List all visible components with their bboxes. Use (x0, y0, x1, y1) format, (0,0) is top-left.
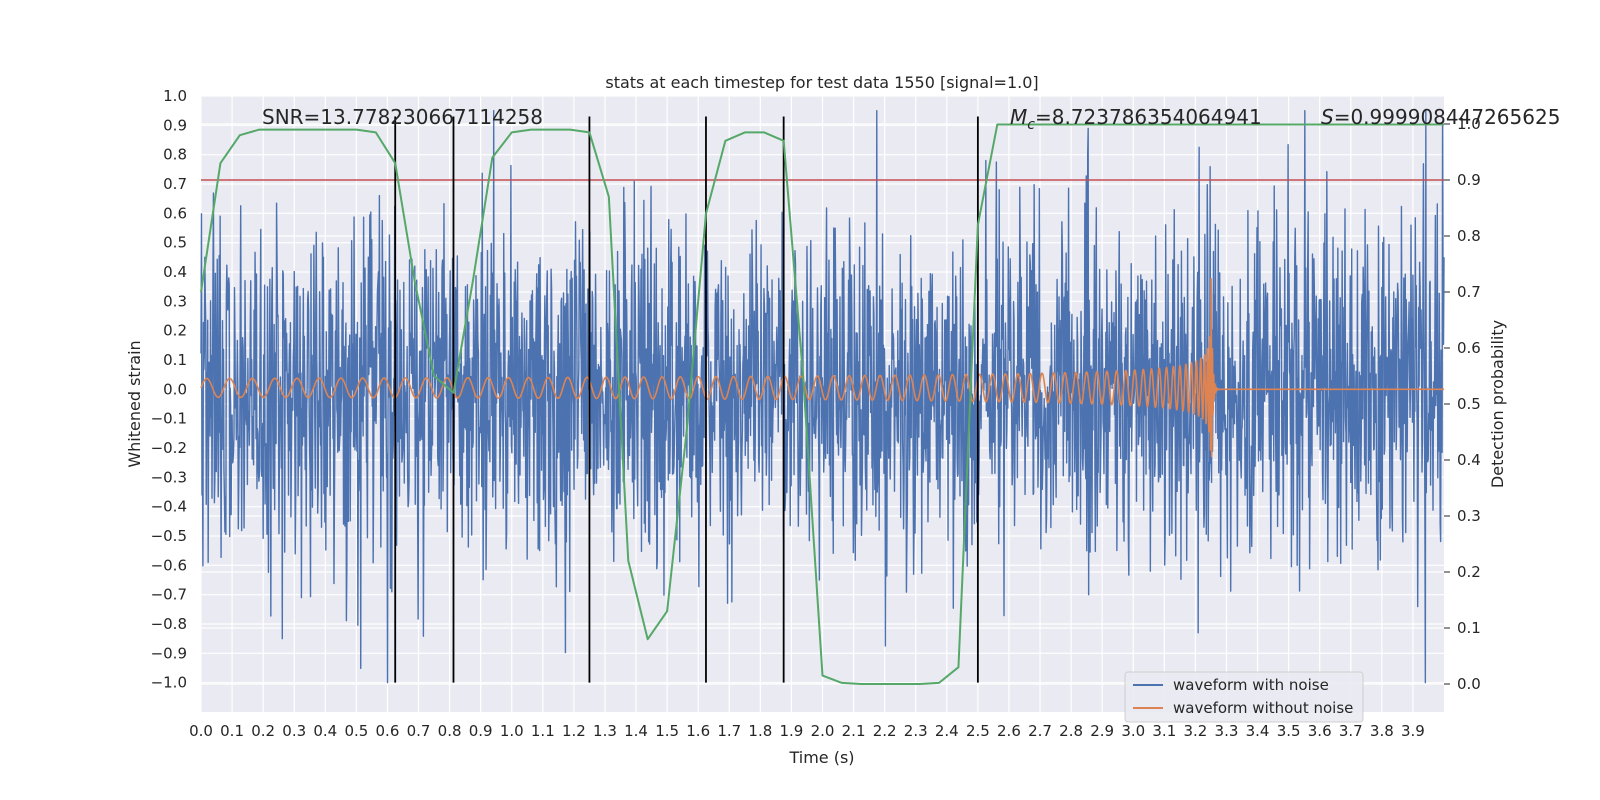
x-tick-label: 2.1 (842, 722, 866, 740)
x-tick-label: 3.6 (1308, 722, 1332, 740)
x-tick-label: 1.6 (686, 722, 710, 740)
y2-tick-label: 0.8 (1457, 227, 1481, 245)
y2-tick-label: 0.3 (1457, 507, 1481, 525)
x-tick-label: 3.0 (1121, 722, 1145, 740)
y-tick-label: 0.6 (163, 204, 187, 222)
x-tick-label: 2.9 (1090, 722, 1114, 740)
x-tick-label: 3.9 (1401, 722, 1425, 740)
snr-annotation: SNR=13.778230667114258 (262, 105, 543, 129)
probability-trace (200, 123, 1444, 685)
x-tick-label: 2.4 (935, 722, 959, 740)
x-tick-label: 0.0 (189, 722, 213, 740)
x-tick-label: 0.5 (344, 722, 368, 740)
y-tick-label: −0.7 (151, 586, 187, 604)
y-tick-label: 0.0 (163, 380, 187, 398)
x-tick-label: 3.5 (1277, 722, 1301, 740)
y2-tick-label: 0.7 (1457, 283, 1481, 301)
x-tick-label: 1.5 (655, 722, 679, 740)
legend: waveform with noise waveform without noi… (1124, 671, 1364, 723)
score-value: =0.999908447265625 (1334, 105, 1561, 129)
y2-tick-label: 0.5 (1457, 395, 1481, 413)
x-tick-label: 1.4 (624, 722, 648, 740)
x-tick-labels: 0.0 0.1 0.2 0.3 0.4 0.5 0.6 0.7 0.8 0.9 1.0 1.1 1.2 1… (189, 722, 1425, 740)
y2-tick-label: 0.4 (1457, 451, 1481, 469)
y2-tick-label: 0.0 (1457, 675, 1481, 693)
y2-axis-label: Detection probability (1488, 320, 1507, 488)
x-tick-label: 2.0 (811, 722, 835, 740)
x-tick-label: 1.1 (531, 722, 555, 740)
y-tick-label: 1.0 (163, 87, 187, 105)
x-tick-label: 0.8 (438, 722, 462, 740)
x-tick-label: 0.2 (251, 722, 275, 740)
y-tick-label: −0.6 (151, 556, 187, 574)
y-tick-label: −0.1 (151, 410, 187, 428)
x-tick-label: 3.4 (1246, 722, 1270, 740)
x-tick-label: 2.6 (997, 722, 1021, 740)
y-tick-label: 0.2 (163, 322, 187, 340)
y-tick-label: −0.3 (151, 468, 187, 486)
chart-title: stats at each timestep for test data 155… (605, 73, 1038, 92)
y-tick-label: 0.9 (163, 116, 187, 134)
y-tick-label: −0.9 (151, 644, 187, 662)
y2-tick-labels: 1.0 0.9 0.8 0.7 0.6 0.5 0.4 0.3 0.2 0.1 0.0 (1457, 115, 1481, 693)
x-tick-label: 0.1 (220, 722, 244, 740)
chirp-mass-subscript: c (1027, 117, 1035, 133)
y-tick-label: 0.8 (163, 146, 187, 164)
x-tick-label: 2.2 (873, 722, 897, 740)
chirp-mass-value: =8.723786354064941 (1035, 105, 1262, 129)
y-tick-label: 0.1 (163, 351, 187, 369)
x-tick-label: 3.7 (1339, 722, 1363, 740)
y-tick-labels: 1.0 0.9 0.8 0.7 0.6 0.5 0.4 0.3 0.2 0.1 0.0 −0.1 −0.… (151, 87, 187, 692)
x-tick-label: 2.8 (1059, 722, 1083, 740)
x-tick-label: 1.8 (748, 722, 772, 740)
x-tick-label: 1.7 (717, 722, 741, 740)
x-tick-label: 3.3 (1215, 722, 1239, 740)
x-tick-label: 3.1 (1152, 722, 1176, 740)
x-tick-label: 2.3 (904, 722, 928, 740)
x-tick-label: 0.4 (313, 722, 337, 740)
y-tick-label: −0.5 (151, 527, 187, 545)
x-tick-label: 0.9 (469, 722, 493, 740)
x-tick-label: 1.3 (593, 722, 617, 740)
series-detection-probability (200, 123, 1444, 685)
y-tick-label: −0.2 (151, 439, 187, 457)
x-tick-label: 0.3 (282, 722, 306, 740)
y-tick-label: −0.8 (151, 615, 187, 633)
noise-trace (200, 109, 1445, 684)
x-tick-label: 0.7 (407, 722, 431, 740)
chirp-mass-annotation: Mc=8.723786354064941 (1010, 105, 1262, 133)
legend-label-clean: waveform without noise (1173, 699, 1353, 717)
x-tick-label: 0.6 (376, 722, 400, 740)
y2-tick-label: 0.2 (1457, 563, 1481, 581)
legend-box (1124, 671, 1364, 723)
y-tick-label: 0.5 (163, 234, 187, 252)
y-tick-label: 0.3 (163, 292, 187, 310)
y2-tick-label: 0.1 (1457, 619, 1481, 637)
x-axis-label: Time (s) (788, 748, 854, 767)
score-symbol: S (1321, 105, 1334, 129)
y2-tick-label: 0.6 (1457, 339, 1481, 357)
y-tick-label: 0.7 (163, 175, 187, 193)
y2-tick-label: 0.9 (1457, 171, 1481, 189)
x-tick-label: 1.0 (500, 722, 524, 740)
series-waveform-without-noise (200, 277, 1445, 458)
legend-label-noise: waveform with noise (1173, 676, 1329, 694)
y-tick-label: −1.0 (151, 674, 187, 692)
series-waveform-with-noise (200, 109, 1445, 684)
chirp-trace (200, 277, 1445, 458)
score-annotation: S=0.999908447265625 (1321, 105, 1560, 129)
y-tick-label: 0.4 (163, 263, 187, 281)
x-tick-label: 1.9 (779, 722, 803, 740)
x-tick-label: 3.8 (1370, 722, 1394, 740)
x-tick-label: 1.2 (562, 722, 586, 740)
chirp-mass-symbol: M (1010, 105, 1027, 129)
y-axis-label: Whitened strain (125, 340, 144, 467)
x-tick-label: 2.5 (966, 722, 990, 740)
y-tick-label: −0.4 (151, 498, 187, 516)
x-tick-label: 2.7 (1028, 722, 1052, 740)
y2-tick-label: 1.0 (1457, 115, 1481, 133)
x-tick-label: 3.2 (1183, 722, 1207, 740)
